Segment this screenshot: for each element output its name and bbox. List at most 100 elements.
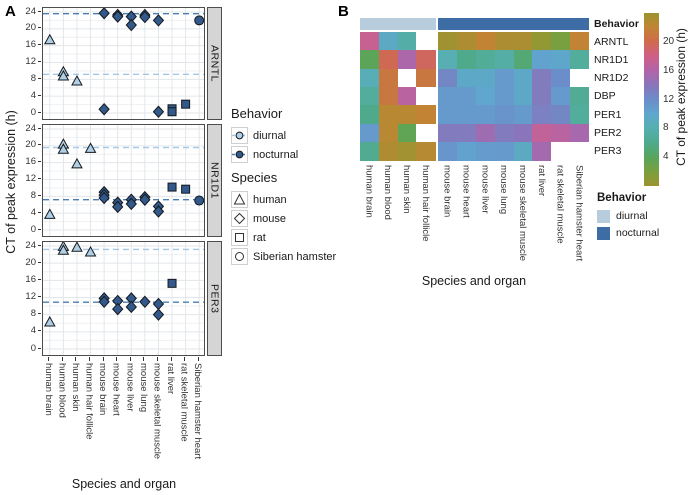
y-tick-mark bbox=[38, 44, 41, 46]
legend-item-nocturnal: nocturnal bbox=[231, 146, 298, 163]
heatmap-col-label: mouse heart bbox=[460, 165, 472, 218]
x-tick-mark bbox=[61, 357, 63, 361]
heatmap-cell bbox=[438, 105, 458, 124]
data-point bbox=[167, 107, 177, 117]
x-tick-label: human hair follicle bbox=[83, 363, 95, 440]
heatmap-cell bbox=[397, 50, 417, 70]
legend-item-siberian-hamster: Siberian hamster bbox=[231, 248, 336, 265]
heatmap-cell bbox=[438, 123, 458, 143]
data-point bbox=[57, 69, 70, 81]
heatmap-cell bbox=[532, 50, 552, 70]
heatmap-cell bbox=[416, 50, 436, 70]
heatmap-cell bbox=[551, 50, 571, 70]
x-tick-label: Siberian hamster heart bbox=[192, 363, 204, 460]
heatmap-cell bbox=[378, 105, 399, 124]
x-tick-label: mouse liver bbox=[124, 363, 136, 412]
x-tick-mark bbox=[170, 357, 172, 361]
x-tick-mark bbox=[156, 357, 158, 361]
y-tick-label: 4 bbox=[30, 89, 36, 101]
heatmap-cell bbox=[397, 32, 417, 51]
heatmap-cell bbox=[360, 68, 380, 88]
heatmap-cell bbox=[457, 32, 477, 51]
data-point bbox=[152, 105, 165, 118]
heatmap-col-label: mouse brain bbox=[441, 165, 453, 218]
heatmap-row-label: PER2 bbox=[594, 127, 622, 139]
panel-b-label: B bbox=[338, 3, 349, 20]
heatmap-cell bbox=[360, 32, 380, 51]
data-point bbox=[57, 143, 70, 154]
y-tick-label: 16 bbox=[25, 156, 36, 168]
facet-plot-PER3 bbox=[43, 240, 206, 357]
facet-strip-label: PER3 bbox=[208, 283, 221, 314]
data-point bbox=[98, 295, 110, 309]
facet-strip-ARNTL: ARNTL bbox=[207, 7, 222, 120]
data-point bbox=[84, 142, 97, 153]
x-tick-label: rat liver bbox=[165, 363, 177, 395]
legend-item-label: nocturnal bbox=[253, 148, 299, 161]
data-point bbox=[43, 33, 56, 45]
data-point bbox=[152, 308, 165, 321]
data-point bbox=[181, 184, 191, 194]
square-key-icon bbox=[231, 229, 248, 246]
colorbar bbox=[644, 13, 659, 186]
heatmap-cell bbox=[570, 32, 590, 51]
x-tick-label: mouse heart bbox=[110, 363, 122, 416]
panel-a-species-legend: Species human mouse rat Siberian hamster bbox=[231, 170, 336, 265]
colorbar-tick-label: 4 bbox=[663, 151, 669, 163]
heatmap-cell bbox=[551, 86, 571, 106]
legend-item-label: human bbox=[253, 193, 287, 206]
y-tick-mark bbox=[38, 296, 41, 297]
panel-a-label: A bbox=[5, 3, 16, 20]
heatmap-cell bbox=[513, 141, 533, 161]
data-point bbox=[125, 18, 137, 32]
heatmap-cell bbox=[532, 68, 552, 88]
heatmap-cell bbox=[360, 50, 380, 70]
x-tick-mark bbox=[89, 357, 91, 361]
behavior-annotation-cell bbox=[360, 18, 380, 30]
data-point bbox=[152, 297, 165, 311]
colorbar-tick-label: 8 bbox=[663, 122, 669, 134]
heatmap-cell bbox=[475, 123, 496, 143]
heatmap-row-label: PER1 bbox=[594, 108, 622, 121]
heatmap-cell bbox=[494, 123, 515, 143]
heatmap-row-label: ARNTL bbox=[594, 35, 629, 48]
heatmap-cell bbox=[378, 123, 399, 143]
x-tick-label: human brain bbox=[42, 363, 54, 416]
heatmap-cell bbox=[494, 141, 515, 161]
heatmap-cell bbox=[551, 105, 571, 124]
data-point bbox=[98, 191, 110, 205]
facet-panel-NR1D1 bbox=[42, 124, 206, 238]
x-tick-mark bbox=[143, 357, 145, 361]
heatmap-cell bbox=[551, 141, 571, 161]
y-tick-label: 8 bbox=[30, 189, 36, 201]
heatmap-col-label: mouse liver bbox=[479, 165, 491, 214]
y-tick-mark bbox=[38, 178, 41, 179]
behavior-annotation-cell bbox=[494, 18, 515, 30]
heatmap-cell bbox=[570, 68, 590, 88]
nocturnal-key-icon bbox=[231, 146, 248, 163]
diurnal-key-icon bbox=[231, 127, 248, 144]
behavior-annotation-cell bbox=[397, 18, 417, 30]
data-point bbox=[112, 10, 124, 23]
data-point bbox=[167, 278, 177, 288]
heatmap-col-label: human skin bbox=[401, 165, 413, 214]
heatmap-row-label: NR1D1 bbox=[594, 53, 629, 66]
legend-item-label: mouse bbox=[253, 212, 287, 225]
x-tick-label: human blood bbox=[56, 363, 68, 418]
heatmap-cell bbox=[438, 68, 458, 88]
heatmap-col-label: mouse lung bbox=[498, 165, 510, 215]
y-tick-label: 20 bbox=[25, 256, 36, 268]
heatmap-cell bbox=[513, 32, 533, 51]
data-point bbox=[43, 315, 56, 327]
x-tick-label: mouse lung bbox=[137, 363, 149, 413]
heatmap-cell bbox=[532, 105, 552, 124]
heatmap-cell bbox=[360, 105, 380, 124]
heatmap-cell bbox=[378, 68, 399, 88]
heatmap-cell bbox=[416, 123, 436, 143]
diamond-key-icon bbox=[231, 210, 248, 227]
panel-b-behavior-legend: Behavior diurnal nocturnal bbox=[597, 192, 659, 240]
panel-a-behavior-legend: Behavior diurnal nocturnal bbox=[231, 106, 298, 163]
heatmap-col-label: rat liver bbox=[535, 165, 547, 197]
data-point bbox=[57, 244, 70, 255]
legend-item-label: rat bbox=[253, 231, 266, 244]
